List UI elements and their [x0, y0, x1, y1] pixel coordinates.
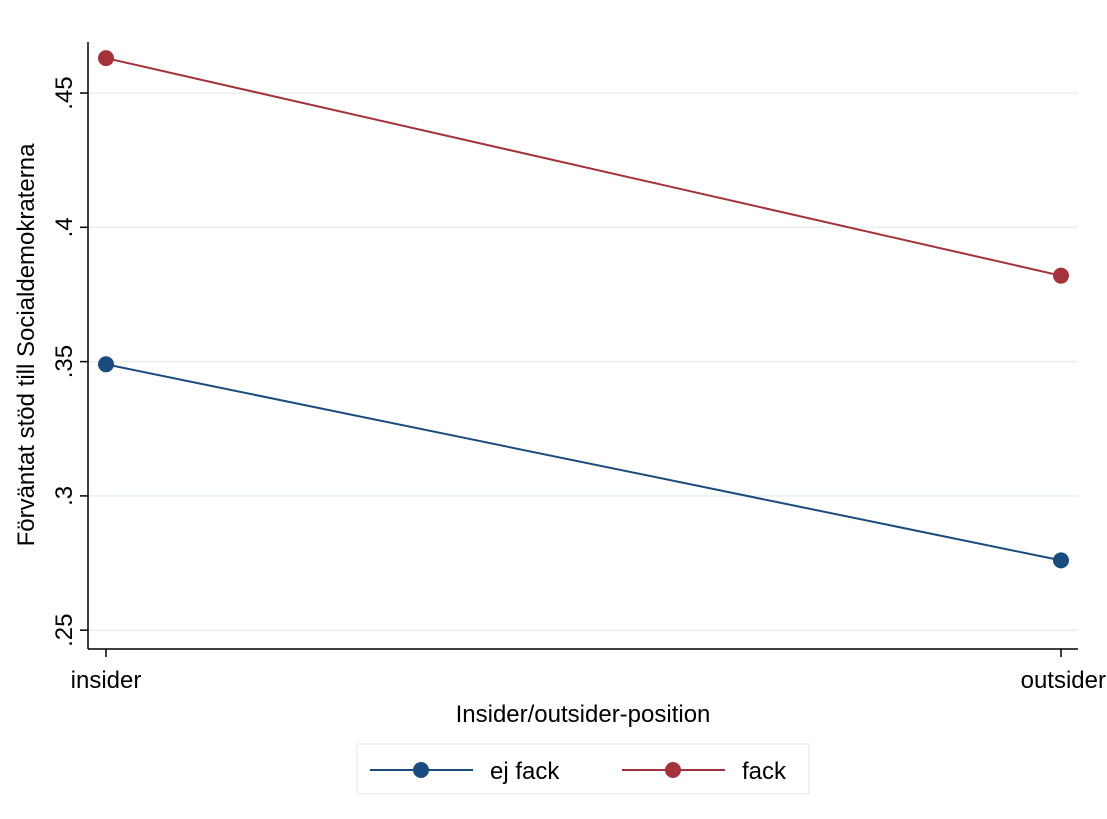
y-tick-label: .35 — [51, 345, 78, 378]
legend-label: ej fack — [490, 758, 560, 785]
y-tick-label: .3 — [51, 486, 78, 506]
data-point — [98, 50, 114, 67]
y-tick-label: .4 — [51, 217, 78, 237]
x-tick-label: outsider — [1021, 667, 1106, 694]
series-line — [105, 57, 1062, 277]
series-group — [98, 50, 1069, 569]
legend-marker — [665, 762, 681, 778]
axes — [87, 42, 1078, 650]
gridlines — [88, 92, 1078, 631]
x-axis-title: Insider/outsider-position — [456, 701, 711, 728]
x-ticks: insider outsider — [71, 649, 1106, 694]
legend: ej fack fack — [356, 743, 810, 795]
legend-label: fack — [742, 758, 787, 785]
data-point — [98, 356, 114, 373]
y-axis-title: Förväntat stöd till Socialdemokraterna — [13, 143, 40, 547]
data-point — [1053, 267, 1069, 284]
x-tick-label: insider — [71, 667, 142, 694]
y-ticks: .25 .3 .35 .4 .45 — [51, 76, 88, 647]
data-point — [1053, 552, 1069, 569]
y-tick-label: .25 — [51, 614, 78, 647]
y-tick-label: .45 — [51, 76, 78, 109]
series-line — [105, 363, 1062, 562]
legend-marker — [413, 762, 429, 778]
